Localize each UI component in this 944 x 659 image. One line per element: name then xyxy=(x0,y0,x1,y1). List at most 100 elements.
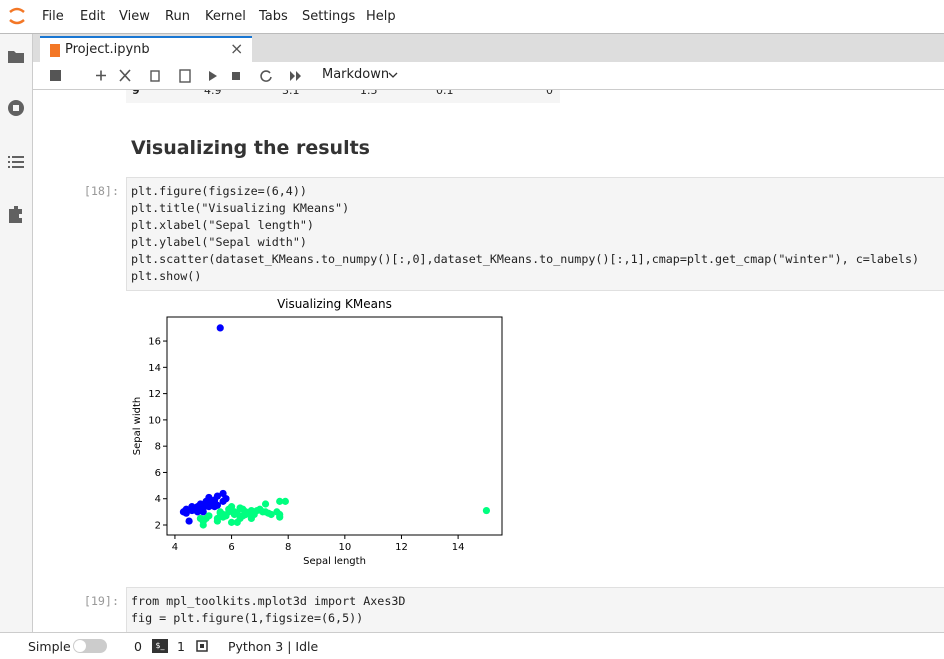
menu-item[interactable]: File xyxy=(42,9,64,24)
code-line: plt.xlabel("Sepal length") xyxy=(131,218,314,232)
scatter-point xyxy=(267,510,275,519)
code-line: plt.figure(figsize=(6,4)) xyxy=(131,184,307,198)
menu-item[interactable]: Settings xyxy=(302,9,356,24)
scatter-point xyxy=(213,492,222,500)
x-tick-label: 6 xyxy=(228,542,234,553)
scatter-point xyxy=(233,509,241,517)
menu-item[interactable]: Edit xyxy=(80,9,106,24)
stop-button[interactable] xyxy=(232,72,240,80)
scatter-point xyxy=(276,497,284,505)
code-line: plt.show() xyxy=(131,269,202,283)
y-tick-label: 12 xyxy=(148,389,161,400)
x-tick-label: 12 xyxy=(395,542,408,553)
table-cell: 0 xyxy=(546,90,553,97)
scatter-point xyxy=(281,497,289,505)
restart-button[interactable] xyxy=(260,70,272,82)
kernel-icon xyxy=(196,640,208,652)
simple-mode-label: Simple xyxy=(28,639,71,654)
y-axis-label: Sepal width xyxy=(132,397,143,456)
cut-button[interactable] xyxy=(119,69,131,82)
menu-item[interactable]: Kernel xyxy=(205,9,246,24)
x-axis-label: Sepal length xyxy=(303,556,366,567)
toolbar-icons xyxy=(50,69,301,83)
scatter-point xyxy=(185,517,193,525)
restart-run-button[interactable] xyxy=(290,71,301,81)
table-cell: 4.9 xyxy=(204,90,222,97)
code-line: fig = plt.figure(1,figsize=(6,5)) xyxy=(131,611,364,625)
y-tick-label: 6 xyxy=(155,468,161,479)
scatter-point xyxy=(276,510,284,519)
menu-item[interactable]: View xyxy=(119,9,150,24)
scatter-point xyxy=(222,495,230,503)
scatter-point xyxy=(216,324,224,332)
y-tick-label: 2 xyxy=(155,521,161,532)
x-tick-label: 4 xyxy=(172,542,178,553)
cell-type-dropdown[interactable]: Markdown xyxy=(322,67,390,82)
scatter-point xyxy=(193,506,202,515)
code-line: plt.title("Visualizing KMeans") xyxy=(131,201,350,215)
menu-bar: File Edit View Run Kernel Tabs Settings Help xyxy=(0,0,944,34)
left-sidebar xyxy=(0,34,33,632)
extension-icon[interactable] xyxy=(9,206,22,223)
cell-input[interactable]: from mpl_toolkits.mplot3d import Axes3D f… xyxy=(126,587,944,632)
chart-title: Visualizing KMeans xyxy=(277,297,392,311)
dropdown-arrow xyxy=(388,72,398,78)
toc-icon[interactable] xyxy=(8,156,24,168)
chart: Visualizing KMeans Sepal length Sepal wi… xyxy=(132,297,503,567)
scatter-point xyxy=(199,508,207,516)
kernel-status[interactable]: Python 3 | Idle xyxy=(228,639,319,654)
code-line: plt.ylabel("Sepal width") xyxy=(131,235,307,249)
scatter-point xyxy=(261,500,270,508)
notebook-icon xyxy=(50,44,60,57)
y-tick-label: 4 xyxy=(155,494,161,505)
scatter-point xyxy=(227,503,236,511)
x-tick-label: 10 xyxy=(338,542,351,553)
menu-item[interactable]: Help xyxy=(366,9,396,24)
sidebar-icons xyxy=(8,51,24,223)
x-tick-label: 8 xyxy=(285,542,291,553)
code-line: plt.scatter(dataset_KMeans.to_numpy()[:,… xyxy=(131,252,920,266)
tab-title: Project.ipynb xyxy=(65,42,150,57)
simple-mode-toggle[interactable] xyxy=(73,639,107,653)
y-tick-label: 8 xyxy=(155,442,161,453)
scatter-point xyxy=(210,499,219,507)
copy-button[interactable] xyxy=(150,70,160,82)
scatter-point xyxy=(205,493,213,502)
code-cell[interactable]: [19]: from mpl_toolkits.mplot3d import Ax… xyxy=(33,587,944,632)
menu-item[interactable]: Run xyxy=(165,9,190,24)
add-cell-button[interactable] xyxy=(96,70,106,81)
kernel-count: 1 xyxy=(177,639,185,654)
table-cell: 9 xyxy=(132,90,140,97)
terminal-count: 0 xyxy=(134,639,142,654)
scatter-point xyxy=(482,506,491,515)
notebook-toolbar: Markdown xyxy=(33,62,944,90)
table-cell: 3.1 xyxy=(282,90,300,97)
table-cell: 0.1 xyxy=(436,90,454,97)
save-button[interactable] xyxy=(50,70,61,81)
y-tick-label: 10 xyxy=(148,415,161,426)
terminal-icon: $_ xyxy=(152,639,168,653)
markdown-heading: Visualizing the results xyxy=(131,137,370,159)
y-tick-label: 14 xyxy=(148,363,161,374)
code-line: from mpl_toolkits.mplot3d import Axes3D xyxy=(131,594,406,608)
scatter-point xyxy=(205,512,213,520)
tab-close[interactable]: × xyxy=(230,39,244,58)
scatter-point xyxy=(182,505,190,513)
scatter-point xyxy=(213,514,222,523)
x-tick-label: 14 xyxy=(452,542,465,553)
jupyter-logo xyxy=(9,7,25,25)
notebook-tab[interactable]: Project.ipynb × xyxy=(40,36,252,63)
paste-button[interactable] xyxy=(179,69,191,83)
cell-input[interactable]: plt.figure(figsize=(6,4)) plt.title("Visu… xyxy=(126,177,944,291)
code-cell[interactable]: [18]: plt.figure(figsize=(6,4)) plt.title(… xyxy=(33,177,944,291)
table-cell: 1.5 xyxy=(360,90,378,97)
cell-prompt: [18]: xyxy=(83,184,119,198)
run-button[interactable] xyxy=(209,71,217,81)
status-bar: Simple 0 $_ 1 Python 3 | Idle xyxy=(0,632,944,659)
folder-icon[interactable] xyxy=(8,51,24,63)
menu-item[interactable]: Tabs xyxy=(259,9,288,24)
cell-prompt: [19]: xyxy=(83,594,119,608)
y-tick-label: 16 xyxy=(148,337,161,348)
notebook-panel: 9 4.9 3.1 1.5 0.1 0 Visualizing the results [… xyxy=(33,90,944,632)
